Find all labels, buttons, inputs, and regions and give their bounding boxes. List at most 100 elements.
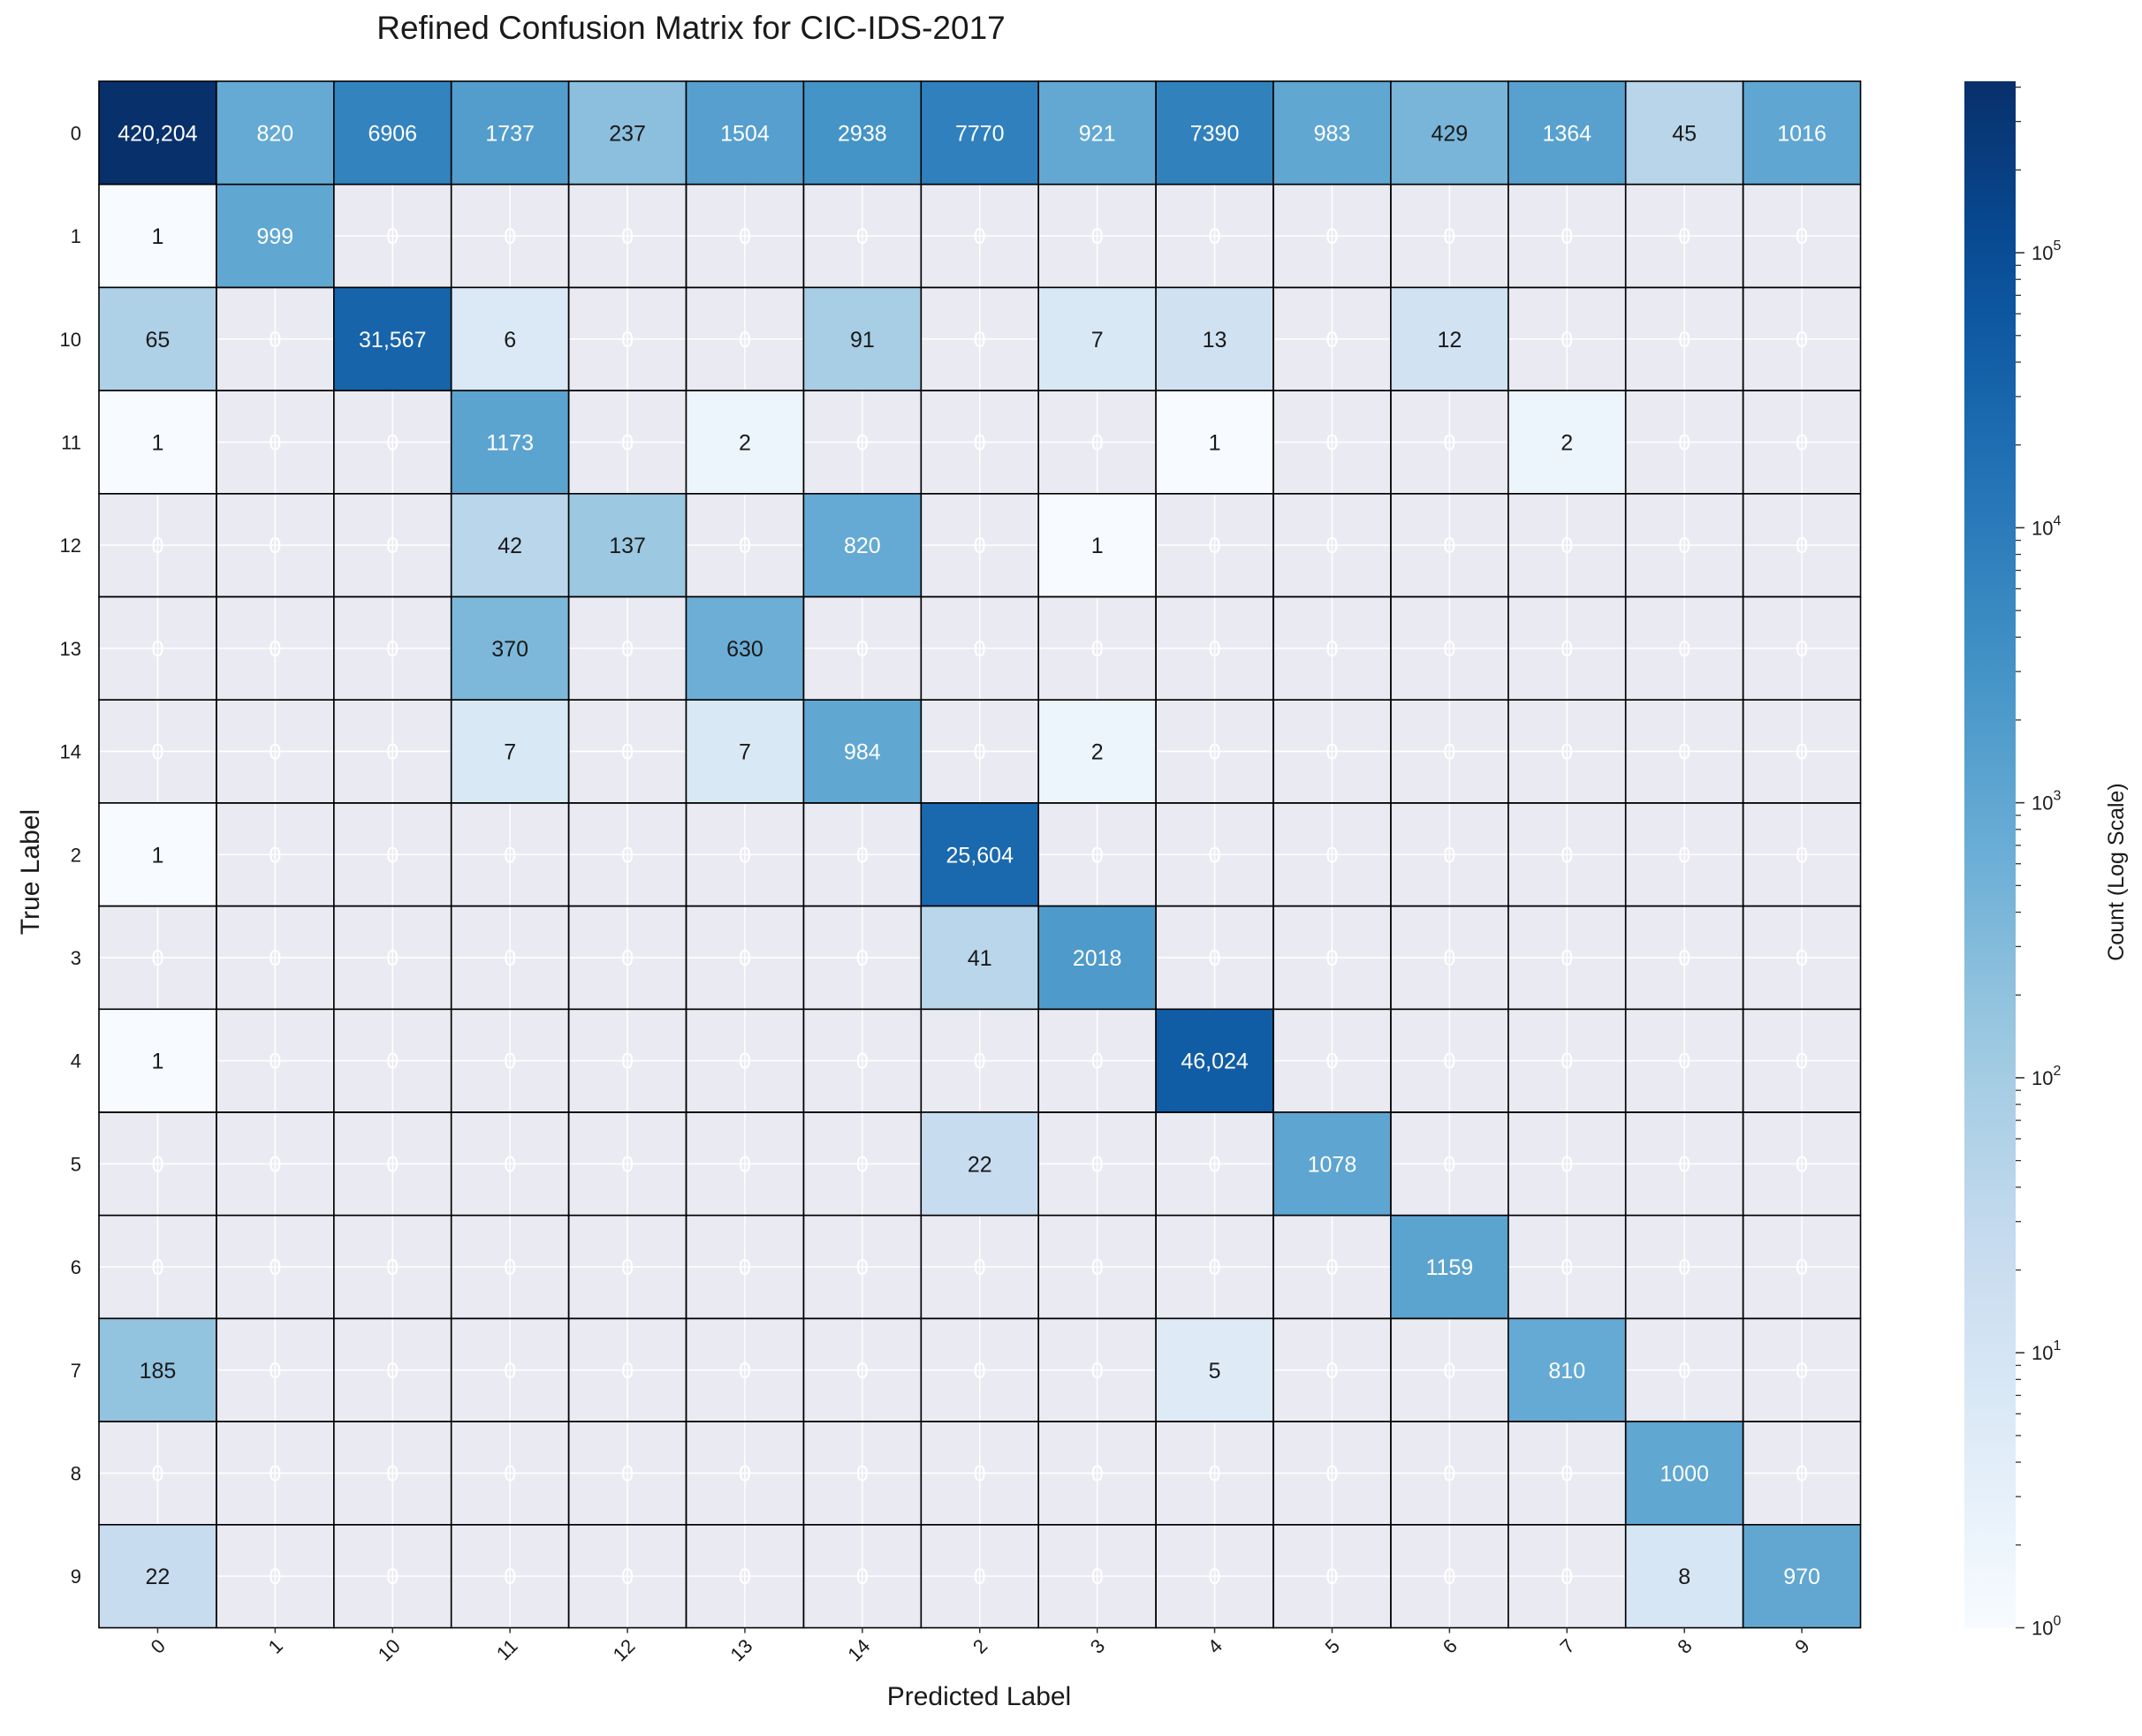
cell-value-label: 0 [269, 328, 281, 353]
cell-value-label: 1 [151, 430, 163, 455]
cell-value-label: 1 [151, 224, 163, 249]
x-tick-label: 6 [1439, 1634, 1462, 1657]
cell-value-label: 0 [1443, 637, 1455, 662]
cell-value-label: 0 [856, 430, 869, 455]
cell-value-label: 0 [1561, 328, 1573, 353]
cell-value-label: 0 [151, 1152, 163, 1177]
colorbar-gradient [1964, 81, 2016, 1628]
cell-value-label: 0 [1561, 946, 1573, 971]
cell-value-label: 0 [386, 1152, 399, 1177]
cell-value-label: 0 [856, 1565, 869, 1589]
cell-value-label: 0 [974, 534, 986, 558]
cell-value-label: 0 [386, 1255, 399, 1280]
cell-value-label: 31,567 [359, 328, 426, 353]
cell-value-label: 0 [974, 328, 986, 353]
heatmap-cell [685, 80, 805, 186]
cell-value-label: 0 [1678, 1255, 1690, 1280]
cell-value-label: 0 [386, 1359, 399, 1383]
cell-value-label: 0 [269, 843, 281, 868]
cell-value-label: 0 [1796, 430, 1808, 455]
x-tick-label: 4 [1204, 1634, 1227, 1657]
heatmap-cell [920, 80, 1040, 186]
cell-value-label: 0 [974, 1359, 986, 1383]
heatmap-cell [98, 286, 217, 391]
cell-value-label: 41 [968, 946, 992, 971]
cell-value-label: 0 [1796, 1461, 1808, 1486]
heatmap-cell [450, 595, 570, 701]
y-tick-label: 10 [60, 329, 81, 351]
y-tick-label: 9 [71, 1565, 81, 1588]
cell-value-label: 0 [856, 843, 869, 868]
cell-value-label: 1016 [1777, 121, 1827, 146]
y-tick-label: 14 [60, 741, 81, 763]
cell-value-label: 0 [1678, 430, 1690, 455]
cell-value-label: 0 [1209, 1255, 1221, 1280]
cell-value-label: 0 [1443, 1152, 1455, 1177]
y-tick-labels: 0 1 10 11 12 13 14 2 3 4 5 6 7 8 9 [60, 122, 81, 1588]
cell-value-label: 0 [1561, 1050, 1573, 1074]
heatmap-cell [802, 492, 923, 598]
cell-value-label: 0 [1796, 843, 1808, 868]
cell-value-label: 0 [974, 1050, 986, 1074]
y-tick-label: 13 [60, 638, 81, 660]
heatmap-cell [1272, 1111, 1392, 1217]
cell-value-label: 7 [504, 740, 516, 765]
cell-value-label: 0 [1796, 1152, 1808, 1177]
cell-value-label: 0 [151, 1461, 163, 1486]
cell-value-label: 0 [1443, 430, 1455, 455]
cell-value-label: 0 [1325, 1050, 1338, 1074]
cell-value-label: 0 [1561, 1565, 1573, 1589]
y-tick-label: 4 [71, 1050, 81, 1073]
heatmap-cell [1155, 80, 1274, 186]
cell-value-label: 1159 [1425, 1255, 1473, 1280]
cell-value-label: 0 [1091, 1152, 1104, 1177]
heatmap-cell [1508, 80, 1627, 186]
cell-value-label: 0 [621, 740, 634, 765]
x-tick-labels: 0 1 10 11 12 13 14 2 3 4 5 6 7 8 9 [147, 1627, 1814, 1665]
heatmap-cell [98, 802, 217, 907]
cell-value-label: 0 [1796, 637, 1808, 662]
cell-value-label: 0 [856, 1359, 869, 1383]
cell-value-label: 91 [850, 328, 875, 353]
colorbar: 100 101 102 103 104 105 [1964, 81, 2061, 1640]
cell-value-label: 0 [1796, 1050, 1808, 1074]
heatmap-cell [1155, 1317, 1274, 1422]
heatmap-cell [1155, 286, 1274, 391]
cell-value-label: 0 [1561, 1255, 1573, 1280]
cell-value-label: 0 [1325, 1565, 1338, 1589]
cell-value-label: 0 [1443, 740, 1455, 765]
x-tick-label: 0 [147, 1634, 170, 1657]
cell-value-label: 0 [1796, 328, 1808, 353]
cell-value-label: 7 [739, 740, 751, 765]
cell-value-label: 630 [726, 637, 763, 662]
cell-value-label: 0 [504, 224, 516, 249]
heatmap-cell [450, 492, 570, 598]
cell-value-label: 0 [1443, 224, 1455, 249]
y-axis-label: True Label [16, 809, 45, 935]
cell-value-label: 0 [621, 1255, 634, 1280]
cell-value-label: 0 [1091, 430, 1104, 455]
x-tick-label: 11 [492, 1634, 522, 1664]
cell-value-label: 0 [1091, 224, 1104, 249]
cell-value-label: 810 [1548, 1359, 1585, 1383]
cell-value-label: 0 [386, 1461, 399, 1486]
cell-value-label: 0 [621, 1461, 634, 1486]
y-tick-label: 12 [60, 534, 81, 557]
cell-value-label: 0 [1678, 1152, 1690, 1177]
cell-value-label: 0 [1325, 843, 1338, 868]
heatmap-cell [1155, 390, 1274, 495]
cell-value-label: 0 [974, 1255, 986, 1280]
cell-value-label: 0 [621, 430, 634, 455]
cell-value-label: 0 [974, 637, 986, 662]
cell-value-label: 0 [856, 1050, 869, 1074]
heatmap-cell [920, 905, 1040, 1011]
cell-value-label: 0 [1091, 637, 1104, 662]
cell-value-label: 0 [621, 1050, 634, 1074]
cell-value-label: 0 [1209, 1461, 1221, 1486]
heatmap-cell [1624, 1524, 1744, 1629]
cell-value-label: 0 [1796, 740, 1808, 765]
heatmap-value-labels: 420,204 820 6906 1737 237 1504 2938 7770 921 7390… [118, 121, 1827, 1589]
heatmap-cell [685, 699, 805, 804]
x-tick-label: 3 [1086, 1634, 1109, 1657]
cell-value-label: 46,024 [1181, 1050, 1249, 1074]
